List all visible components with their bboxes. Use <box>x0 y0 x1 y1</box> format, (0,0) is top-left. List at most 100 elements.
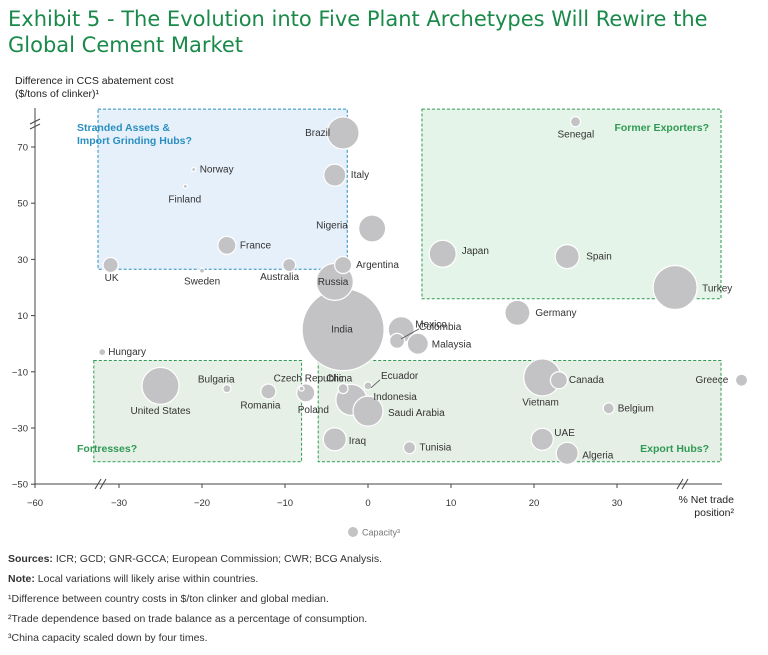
bubble <box>569 116 582 128</box>
bubble-label: United States <box>131 406 191 417</box>
x-tick-label: −10 <box>277 498 293 509</box>
bubble <box>352 395 384 427</box>
y-tick-label: 50 <box>17 199 28 210</box>
bubble-label: France <box>240 240 272 251</box>
bubble <box>141 366 180 405</box>
bubble-label: Tunisia <box>420 443 452 454</box>
x-axis-break <box>676 478 689 490</box>
bubble <box>428 239 457 268</box>
bubble-label: Norway <box>200 164 234 175</box>
bubble-label: Colombia <box>419 322 462 333</box>
bubble-label: Spain <box>586 252 612 263</box>
bubble <box>530 427 554 451</box>
bubble-label: Romania <box>240 400 280 411</box>
footnote-2: ²Trade dependence based on trade balance… <box>8 613 368 625</box>
bubble <box>191 166 197 173</box>
bubble <box>298 385 305 392</box>
bubble <box>652 264 698 311</box>
bubble <box>554 243 580 270</box>
bubble-label: Bulgaria <box>198 375 235 386</box>
bubble-label: UAE <box>554 428 575 439</box>
bubble-label: Argentina <box>356 260 399 271</box>
bubble-label: Germany <box>535 308 576 319</box>
bubble-label: Hungary <box>108 347 146 358</box>
bubble-labels: Brazil Senegal Norway Finland Italy Nigeria Fr… <box>105 128 733 461</box>
x-axis-label: % Net trade <box>679 494 735 506</box>
bubbles <box>98 116 749 465</box>
bubble-label: Belgium <box>618 403 654 414</box>
bubble-label: Sweden <box>184 277 220 288</box>
bubble-label: Malaysia <box>432 340 472 351</box>
x-tick-label: 20 <box>529 498 540 509</box>
bubble-label: Ecuador <box>381 371 419 382</box>
bubble <box>334 255 353 275</box>
bubble <box>734 373 749 387</box>
bubble <box>363 381 373 391</box>
bubble-label: Turkey <box>702 284 732 295</box>
y-axis-label-units: ($/tons of clinker)¹ <box>15 88 100 100</box>
bubble-label: Japan <box>462 246 489 257</box>
bubble <box>282 257 297 273</box>
x-tick-label: −20 <box>194 498 210 509</box>
x-tick-label: 10 <box>446 498 457 509</box>
y-tick-label: −50 <box>12 480 28 491</box>
y-axis-break <box>29 118 41 130</box>
quadrant-label: Fortresses? <box>77 443 137 455</box>
bubble-label: Canada <box>569 375 604 386</box>
axis-labels: Difference in CCS abatement cost ($/tons… <box>15 75 734 538</box>
bubble-label: Italy <box>351 170 369 181</box>
axes: 70 50 30 10 −10 −30 −50 −60 −30 −20 −10 0 10 20 30 <box>12 108 722 509</box>
bubble-label: Algeria <box>582 450 614 461</box>
x-tick-label: −30 <box>111 498 127 509</box>
y-tick-label: 10 <box>17 311 28 322</box>
quadrant-box <box>93 360 303 463</box>
y-axis-label: Difference in CCS abatement cost <box>15 75 174 87</box>
legend-capacity-label: Capacity³ <box>362 528 400 538</box>
y-tick-label: 30 <box>17 255 28 266</box>
leader-line <box>400 328 420 340</box>
bubble-chart: Stranded Assets &Import Grinding Hubs? Fo… <box>12 75 749 538</box>
bubble <box>326 116 360 150</box>
bubble <box>555 441 579 465</box>
legend-capacity-bubble <box>348 527 358 537</box>
bubble <box>504 299 531 326</box>
bubble-label: Russia <box>318 277 349 288</box>
bubble <box>402 441 417 455</box>
x-axis-label-units: position² <box>694 507 734 519</box>
bubble <box>322 427 347 452</box>
x-axis-break <box>94 478 107 490</box>
bubble <box>222 384 232 394</box>
note-label: Note: <box>8 573 35 585</box>
general-note: Note: Local variations will likely arise… <box>8 573 258 585</box>
bubble <box>198 267 206 274</box>
bubble-label: Finland <box>168 194 201 205</box>
bubble <box>406 332 429 355</box>
sources-label: Sources: <box>8 553 53 565</box>
bubble <box>549 371 569 390</box>
note-text: Local variations will likely arise withi… <box>37 573 259 585</box>
footnote-1: ¹Difference between country costs in $/t… <box>8 593 329 605</box>
bubble <box>102 256 119 274</box>
bubble-label: Czech Republic <box>274 374 344 385</box>
y-tick-label: −10 <box>12 367 28 378</box>
bubble-label: Poland <box>298 405 329 416</box>
bubble-label: Australia <box>260 272 299 283</box>
bubble <box>182 183 188 189</box>
leader-line <box>370 379 381 389</box>
quadrant-box <box>317 360 722 463</box>
page-title: Exhibit 5 - The Evolution into Five Plan… <box>8 7 708 57</box>
bubble-label: Iraq <box>349 436 366 447</box>
bubble-label: Senegal <box>558 130 595 141</box>
quadrant-label: Import Grinding Hubs? <box>77 135 192 147</box>
bubble <box>602 402 615 415</box>
bubble-label: Vietnam <box>522 397 559 408</box>
bubble-label: Indonesia <box>373 392 417 403</box>
quadrant-label: Stranded Assets & <box>77 122 170 134</box>
sources-text: ICR; GCD; GNR-GCCA; European Commission;… <box>55 553 383 565</box>
quadrant-label: Former Exporters? <box>614 122 709 134</box>
bubble <box>260 383 277 400</box>
bubble-label: Greece <box>696 375 729 386</box>
quadrant-label: Export Hubs? <box>640 443 709 455</box>
y-tick-label: −30 <box>12 424 28 435</box>
bubble-label: Mexico <box>415 320 447 331</box>
